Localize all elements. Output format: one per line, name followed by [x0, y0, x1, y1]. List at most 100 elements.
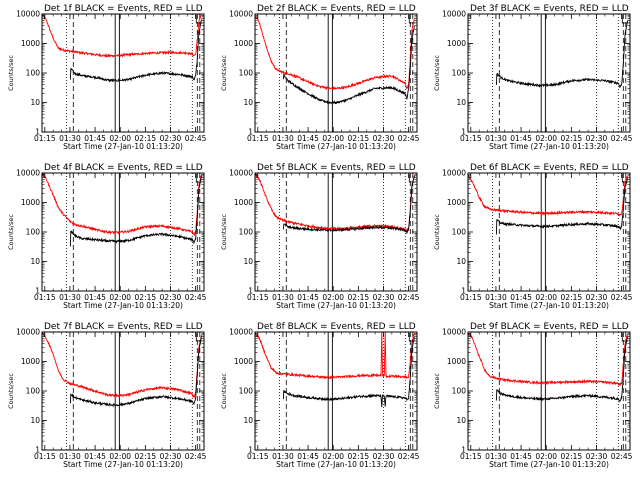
x-tick-label: 02:45: [398, 452, 420, 461]
x-tick-label: 02:30: [373, 293, 395, 302]
x-tick-label: 02:45: [398, 134, 420, 143]
y-tick-label: 100: [452, 387, 467, 396]
x-tick-label: 02:00: [535, 452, 557, 461]
x-tick-label: 02:00: [322, 134, 344, 143]
plot-frame: [41, 331, 205, 451]
x-axis-label: Start Time (27-Jan-10 01:13:20): [489, 460, 609, 469]
x-tick-label: 02:45: [185, 452, 207, 461]
x-tick-label: 02:45: [185, 293, 207, 302]
x-tick-label: 02:15: [135, 293, 157, 302]
lld-rate-line: [42, 173, 202, 237]
y-axis-label: Counts/sec: [220, 373, 228, 409]
lld-rate-line: [468, 174, 628, 217]
y-tick-label: 1000: [21, 39, 40, 48]
detector-panel: Det 1f BLACK = Events, RED = LLD 1 10 100 10…: [7, 4, 207, 151]
interval-bracket: [621, 15, 629, 24]
panel-title: Det 4f BLACK = Events, RED = LLD: [44, 163, 203, 173]
x-tick-label: 01:15: [247, 452, 269, 461]
y-tick-label: 1: [248, 446, 253, 455]
x-tick-label: 01:30: [485, 452, 507, 461]
y-tick-label: 1000: [447, 357, 466, 366]
y-tick-label: 1000: [234, 39, 253, 48]
y-tick-label: 1: [248, 128, 253, 137]
panel-title: Det 2f BLACK = Events, RED = LLD: [257, 4, 416, 14]
x-axis-label: Start Time (27-Jan-10 01:13:20): [489, 301, 609, 310]
x-axis-label: Start Time (27-Jan-10 01:13:20): [276, 460, 396, 469]
x-tick-label: 02:30: [373, 134, 395, 143]
x-tick-label: 02:15: [135, 452, 157, 461]
x-tick-label: 01:15: [34, 134, 56, 143]
plot-frame: [254, 13, 418, 133]
panel-title: Det 5f BLACK = Events, RED = LLD: [257, 163, 416, 173]
y-tick-label: 10: [243, 416, 253, 425]
y-tick-label: 10: [243, 98, 253, 107]
x-tick-label: 02:00: [109, 452, 131, 461]
x-tick-label: 02:30: [586, 134, 608, 143]
x-tick-label: 02:30: [160, 134, 182, 143]
y-tick-label: 10000: [442, 169, 466, 178]
x-tick-label: 02:30: [160, 452, 182, 461]
y-tick-label: 10: [243, 257, 253, 266]
y-tick-label: 100: [26, 387, 41, 396]
x-tick-label: 02:30: [586, 293, 608, 302]
x-tick-label: 01:45: [84, 452, 106, 461]
plot-frame: [41, 13, 205, 133]
y-tick-label: 100: [26, 228, 41, 237]
y-tick-label: 10: [30, 416, 40, 425]
x-tick-label: 02:15: [135, 134, 157, 143]
y-tick-label: 1: [461, 287, 466, 296]
x-axis-label: Start Time (27-Jan-10 01:13:20): [276, 301, 396, 310]
x-tick-label: 02:00: [322, 452, 344, 461]
x-tick-label: 01:45: [297, 452, 319, 461]
y-axis-label: Counts/sec: [220, 55, 228, 91]
plot-frame: [254, 331, 418, 451]
x-axis-label: Start Time (27-Jan-10 01:13:20): [63, 142, 183, 151]
event-rate-line: [495, 177, 628, 235]
y-tick-label: 10000: [442, 328, 466, 337]
x-tick-label: 02:30: [160, 293, 182, 302]
x-tick-label: 01:30: [272, 134, 294, 143]
y-tick-label: 1000: [234, 357, 253, 366]
x-tick-label: 01:30: [485, 293, 507, 302]
detector-panel: Det 4f BLACK = Events, RED = LLD 1 10 100 10…: [7, 163, 207, 310]
x-tick-label: 01:15: [34, 452, 56, 461]
plot-frame: [254, 172, 418, 292]
detector-panel: Det 5f BLACK = Events, RED = LLD 1 10 100 10…: [220, 163, 420, 310]
x-tick-label: 01:30: [272, 452, 294, 461]
y-tick-label: 10000: [229, 169, 253, 178]
interval-bracket: [195, 15, 203, 24]
y-tick-label: 10000: [16, 10, 40, 19]
x-tick-label: 01:30: [272, 293, 294, 302]
plot-frame: [467, 172, 631, 292]
y-axis-label: Counts/sec: [7, 373, 15, 409]
panel-title: Det 3f BLACK = Events, RED = LLD: [470, 4, 629, 14]
lld-rate-line: [255, 16, 415, 91]
event-rate-line: [69, 336, 202, 408]
y-axis-label: Counts/sec: [433, 373, 441, 409]
x-tick-label: 01:45: [84, 134, 106, 143]
event-rate-line: [282, 175, 415, 235]
detector-panel: Det 2f BLACK = Events, RED = LLD 1 10 100 10…: [220, 4, 420, 151]
x-tick-label: 01:45: [510, 452, 532, 461]
y-tick-label: 100: [239, 387, 254, 396]
event-rate-line: [69, 175, 202, 247]
y-tick-label: 100: [452, 228, 467, 237]
x-tick-label: 02:00: [109, 134, 131, 143]
x-tick-label: 01:30: [485, 134, 507, 143]
y-axis-label: Counts/sec: [433, 55, 441, 91]
x-tick-label: 01:45: [510, 134, 532, 143]
x-axis-label: Start Time (27-Jan-10 01:13:20): [63, 301, 183, 310]
x-tick-label: 02:45: [611, 293, 633, 302]
lld-rate-line: [255, 332, 415, 380]
x-tick-label: 02:30: [373, 452, 395, 461]
y-tick-label: 1: [35, 128, 40, 137]
y-axis-label: Counts/sec: [433, 214, 441, 250]
x-tick-label: 02:00: [322, 293, 344, 302]
event-rate-line: [495, 336, 628, 403]
x-tick-label: 01:15: [247, 134, 269, 143]
x-tick-label: 02:15: [348, 293, 370, 302]
detector-panel: Det 6f BLACK = Events, RED = LLD 1 10 100 10…: [433, 163, 633, 310]
y-tick-label: 10: [456, 416, 466, 425]
x-tick-label: 02:15: [561, 134, 583, 143]
x-tick-label: 02:45: [611, 452, 633, 461]
